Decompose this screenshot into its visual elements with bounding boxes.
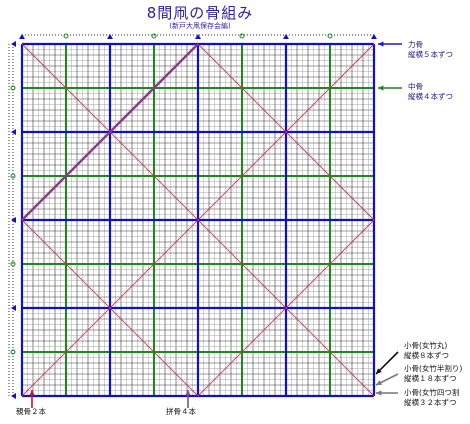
chikara-left-marker xyxy=(11,217,16,223)
label-kobone-yotsuwari-count: 縦横３２本ずつ xyxy=(404,398,457,407)
page-title: 8間凧の骨組み xyxy=(146,4,254,22)
naka-left-marker xyxy=(10,349,16,355)
label-chikara-title: 力骨 xyxy=(408,40,423,49)
naka-top-marker xyxy=(63,33,69,39)
chikara-top-marker xyxy=(371,34,377,39)
label-naka-count: 縦横４本ずつ xyxy=(408,92,453,101)
oya-bone-diagonal xyxy=(21,43,375,397)
sugai-bone-highlight xyxy=(21,43,199,221)
diagonal-sugai-bones xyxy=(21,43,375,397)
page-subtitle: (新戸大凧保存会編) xyxy=(169,22,231,30)
chikara-left-marker xyxy=(11,129,16,135)
chikara-top-marker xyxy=(107,34,113,39)
label-chikara-count: 縦横５本ずつ xyxy=(408,50,453,59)
naka-left-marker xyxy=(10,261,16,267)
label-kobone-yotsuwari-title: 小骨(女竹四つ割 xyxy=(404,388,460,397)
chikara-left-marker xyxy=(11,305,16,311)
chikara-left-marker xyxy=(11,393,16,399)
naka-left-marker xyxy=(10,85,16,91)
chikara-top-marker xyxy=(19,34,25,39)
label-naka-title: 中骨 xyxy=(408,82,423,91)
sugai-bone-diagonal xyxy=(197,43,375,221)
label-kobone-hanwari-title: 小骨(女竹半割り) xyxy=(404,364,463,373)
edge-markers xyxy=(8,33,377,399)
kobone-maru-arrow-head xyxy=(376,368,382,374)
label-kobone-hanwari: 小骨(女竹半割り) 縦横１８本ずつ xyxy=(404,364,462,384)
chikara-top-marker xyxy=(283,34,289,39)
label-kobone-hanwari-count: 縦横１８本ずつ xyxy=(404,374,457,383)
label-oya-bone: 親骨２本 xyxy=(16,407,46,416)
chikara-arrow-head xyxy=(378,41,384,47)
naka-top-marker xyxy=(239,33,245,39)
kobone-yotsuwari-arrow-head xyxy=(376,390,382,396)
label-chikara-bone: 力骨 縦横５本ずつ xyxy=(408,40,453,60)
label-sugai-bone: 拼骨４本 xyxy=(166,407,196,416)
sugai-arrow-head xyxy=(185,390,191,396)
chikara-top-marker xyxy=(195,34,201,39)
naka-top-marker xyxy=(327,33,333,39)
callout-arrows xyxy=(29,41,402,408)
label-kobone-maru: 小骨(女竹丸) 縦横８本ずつ xyxy=(404,341,449,361)
oya-arrow-head xyxy=(29,390,35,396)
label-naka-bone: 中骨 縦横４本ずつ xyxy=(408,82,453,102)
naka-arrow-head xyxy=(378,85,384,91)
sugai-bone-diagonal xyxy=(21,219,199,397)
sugai-bone-diagonal xyxy=(197,219,375,397)
naka-top-marker xyxy=(151,33,157,39)
kobone-hanwari-arrow-head xyxy=(376,380,382,385)
label-kobone-maru-title: 小骨(女竹丸) xyxy=(404,341,448,350)
label-kobone-yotsuwari: 小骨(女竹四つ割 縦横３２本ずつ xyxy=(404,388,459,408)
chikara-left-marker xyxy=(11,41,16,47)
naka-left-marker xyxy=(10,173,16,179)
label-kobone-maru-count: 縦横８本ずつ xyxy=(404,351,449,360)
